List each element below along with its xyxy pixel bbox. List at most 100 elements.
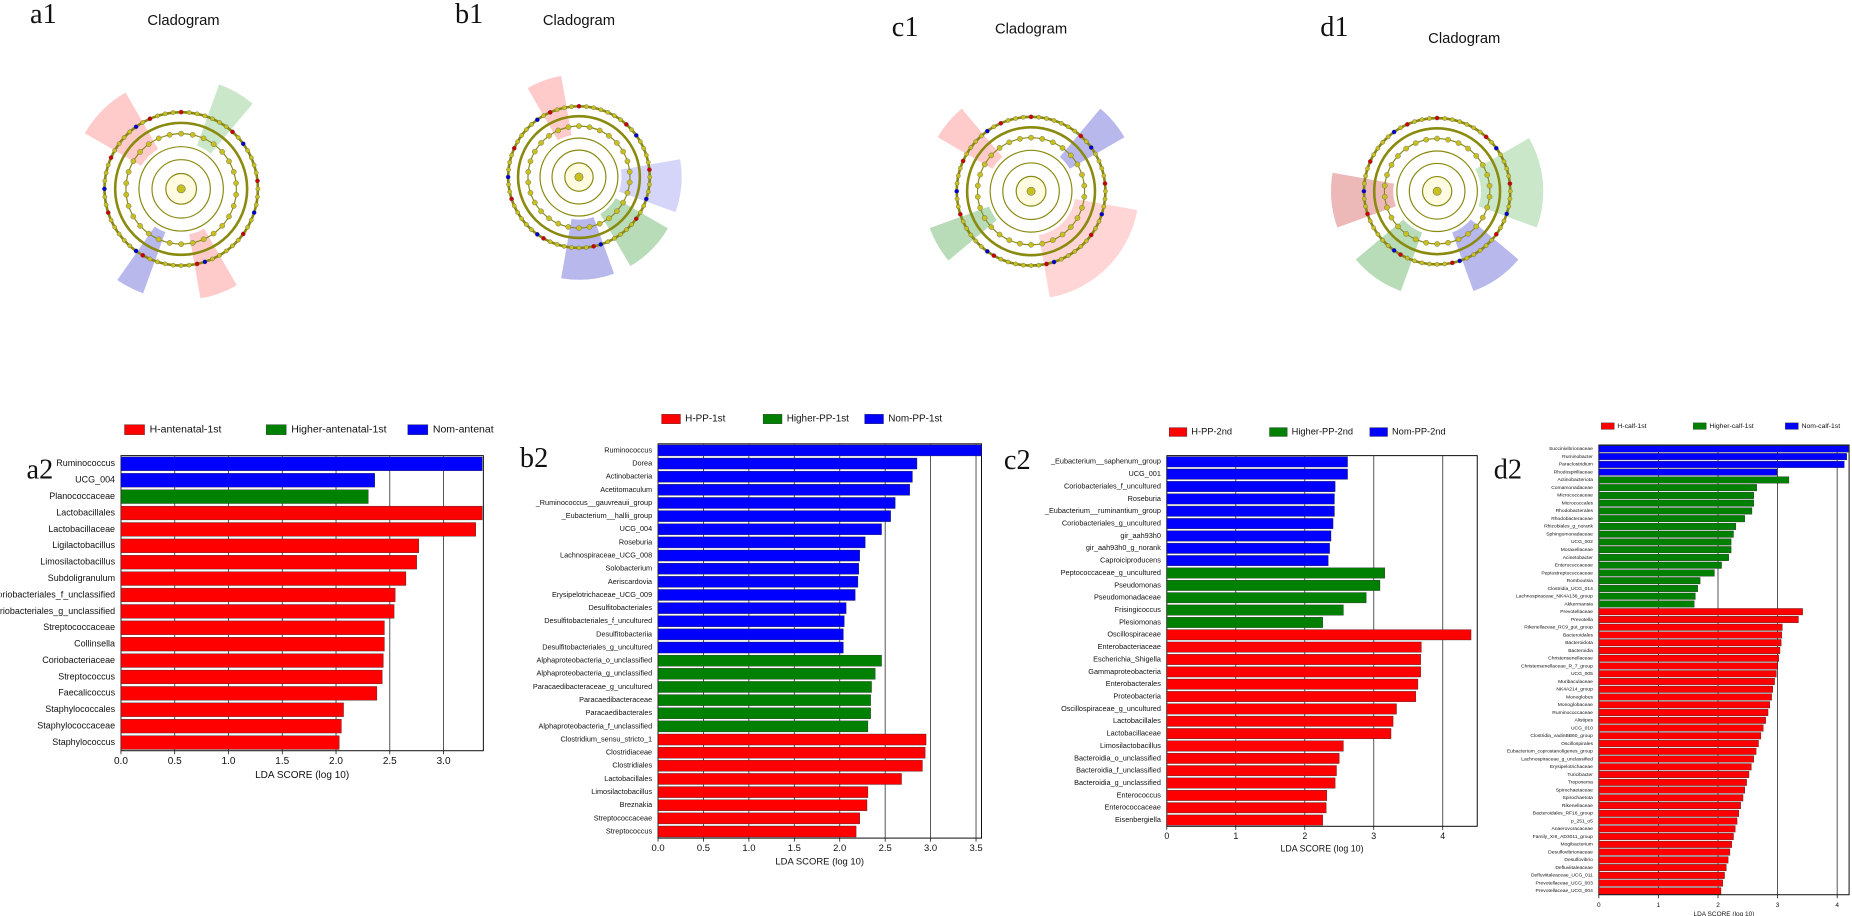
bar: [657, 641, 844, 654]
category-label: Roseburia: [619, 537, 653, 546]
clade-node: [1423, 239, 1429, 246]
clade-node: [1403, 145, 1409, 152]
category-label: Coriobacteriales_f_uncultured: [1064, 481, 1161, 490]
clade-node: [584, 245, 589, 250]
bar: [1598, 747, 1757, 755]
clade-node: [1039, 136, 1045, 142]
bar: [1598, 585, 1698, 592]
clade-node: [102, 194, 108, 200]
bar: [1166, 802, 1327, 814]
clade-node: [1403, 231, 1409, 237]
clade-node: [535, 117, 540, 123]
clade-node: [524, 222, 529, 227]
clade-node: [624, 227, 629, 232]
clade-node: [1489, 237, 1494, 243]
category-label: Micrococcaceae: [1557, 493, 1593, 499]
clade-node: [1005, 118, 1011, 123]
clade-node: [200, 236, 207, 243]
panel-label: a1: [30, 0, 57, 30]
clade-ring: [138, 146, 224, 232]
clade-node: [576, 245, 582, 251]
clade-node: [507, 160, 512, 165]
bar: [1598, 887, 1722, 895]
clade-node: [1412, 236, 1419, 243]
bar: [657, 720, 869, 733]
bar: [1166, 592, 1367, 604]
clade-node: [1059, 120, 1064, 126]
clade-node: [1442, 116, 1448, 121]
bar: [1598, 647, 1781, 654]
bar: [120, 505, 483, 521]
category-label: Desulfitobacteriales_g_uncultured: [542, 642, 652, 651]
bar: [1166, 678, 1419, 690]
panel-label: b2: [520, 443, 548, 474]
bar: [1598, 639, 1782, 647]
clade-ring: [151, 159, 211, 219]
category-label: Christensenellaceae: [1548, 656, 1593, 662]
clade-node: [1017, 240, 1023, 247]
clade-node: [624, 190, 631, 196]
bar: [657, 760, 923, 772]
clade-node: [554, 242, 560, 247]
clade-node: [1013, 116, 1018, 121]
legend-label: Nom-PP-1st: [888, 414, 942, 425]
clade-node: [586, 124, 593, 130]
bar: [120, 719, 342, 734]
clade-node: [145, 230, 152, 237]
clade-node: [202, 259, 208, 265]
clade-node: [127, 243, 133, 249]
x-tick-label: 3.0: [437, 756, 451, 767]
clade-node: [1507, 196, 1513, 202]
clade-node: [561, 244, 567, 249]
clade-node: [230, 169, 237, 175]
clade-node: [505, 174, 511, 180]
bar: [657, 812, 860, 825]
category-label: UCG_002: [1571, 539, 1593, 545]
legend-swatch: [407, 424, 429, 435]
bar: [1598, 732, 1762, 740]
clade-node: [170, 110, 176, 115]
bar: [1598, 546, 1732, 554]
category-label: Actinobacteria: [606, 472, 653, 481]
category-label: Alphaproteobacteria_o_unclassified: [537, 656, 653, 665]
panel-label: b1: [455, 0, 483, 30]
bar: [1598, 678, 1775, 685]
clade-node: [217, 120, 222, 125]
bar: [1166, 617, 1323, 628]
clade-node: [1093, 226, 1098, 231]
clade-node: [541, 236, 546, 241]
clade-node: [1103, 188, 1108, 194]
clade-highlight: [937, 108, 1003, 169]
bar: [1598, 716, 1766, 724]
panel-label: d1: [1320, 12, 1348, 43]
bar: [1598, 786, 1745, 794]
category-label: Erysipelotrichaceae_UCG_009: [552, 590, 652, 599]
clade-ring: [516, 114, 642, 240]
cladogram-title: Cladogram: [995, 21, 1067, 37]
category-label: Spirochaetota: [1562, 795, 1593, 801]
clade-node: [1050, 139, 1056, 146]
clade-root: [1432, 186, 1442, 196]
category-label: Mogibacterium: [1561, 842, 1593, 848]
clade-node: [1079, 171, 1085, 178]
clade-node: [1006, 237, 1013, 243]
bar: [120, 456, 483, 471]
clade-node: [1412, 140, 1419, 146]
plot-area: [657, 443, 982, 839]
bar: [1166, 555, 1329, 567]
clade-node: [569, 104, 574, 109]
bar: [120, 686, 378, 701]
clade-node: [121, 135, 127, 140]
clade-node: [605, 239, 611, 245]
bar: [1598, 515, 1745, 523]
category-label: Escherichia_Shigella: [1093, 654, 1162, 663]
bar: [657, 497, 896, 509]
bar: [1166, 580, 1381, 591]
bar: [1166, 765, 1337, 777]
category-label: Peptostreptococcaceae: [1541, 570, 1593, 576]
category-label: Moraxellaceae: [1561, 547, 1593, 553]
bar: [657, 523, 882, 535]
clade-node: [1072, 249, 1078, 254]
cladogram-title: Cladogram: [543, 13, 615, 29]
clade-node: [178, 109, 184, 115]
